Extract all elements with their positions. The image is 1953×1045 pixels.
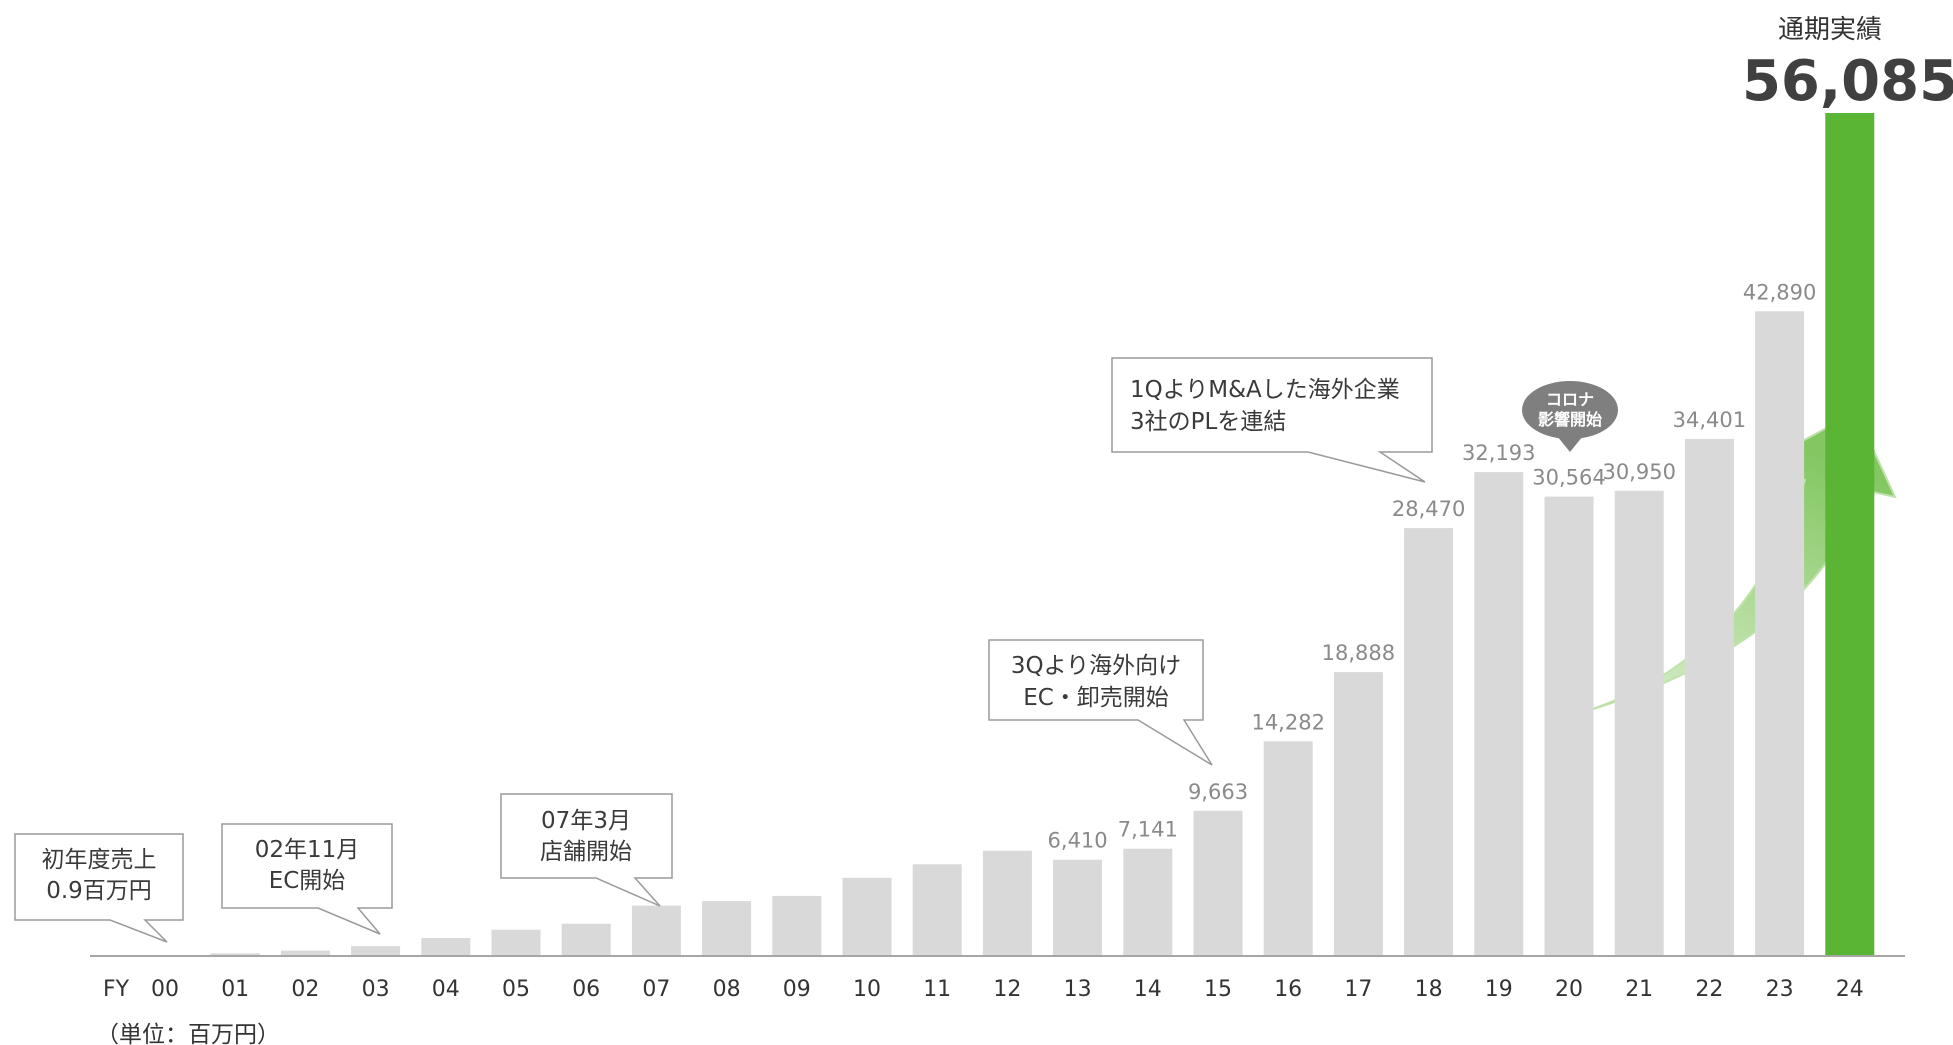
bar: [912, 864, 962, 956]
covid-bubble: コロナ 影響開始: [1522, 381, 1618, 452]
x-tick-label: 11: [923, 977, 951, 1002]
x-axis-prefix: FY: [103, 977, 130, 1002]
bar: [702, 901, 752, 956]
svg-text:コロナ: コロナ: [1546, 390, 1594, 409]
svg-text:初年度売上: 初年度売上: [42, 847, 157, 873]
bar: [1123, 848, 1173, 956]
bar: [842, 877, 892, 956]
x-tick-label: 21: [1625, 977, 1653, 1002]
value-label: 30,564: [1532, 466, 1605, 490]
x-tick-label: 16: [1274, 977, 1302, 1002]
bar: [421, 938, 471, 956]
value-label: 18,888: [1322, 641, 1395, 665]
svg-text:3Qより海外向け: 3Qより海外向け: [1011, 653, 1181, 679]
value-label: 7,141: [1118, 818, 1178, 842]
x-tick-label: 01: [221, 977, 249, 1002]
final-caption: 通期実績: [1778, 15, 1882, 45]
bar: [491, 929, 541, 956]
svg-text:EC開始: EC開始: [269, 868, 346, 894]
value-label: 28,470: [1392, 497, 1465, 521]
bar: [1404, 528, 1454, 956]
bar: [1333, 672, 1383, 956]
bar-highlight: [1825, 113, 1875, 956]
bar: [982, 850, 1032, 956]
bar: [1263, 741, 1313, 956]
bars-layer: [140, 113, 1875, 957]
x-tick-label: 07: [642, 977, 670, 1002]
bar: [210, 953, 260, 956]
value-label: 32,193: [1462, 441, 1535, 465]
svg-text:影響開始: 影響開始: [1538, 410, 1602, 429]
bar: [1474, 472, 1524, 956]
svg-text:店舗開始: 店舗開始: [540, 839, 632, 865]
x-tick-label: 18: [1415, 977, 1443, 1002]
x-tick-label: 13: [1064, 977, 1092, 1002]
annotation-callout: 1QよりM&Aした海外企業 3社のPLを連結: [1111, 357, 1433, 483]
bar: [1614, 490, 1664, 956]
svg-text:EC・卸売開始: EC・卸売開始: [1023, 685, 1169, 711]
x-tick-label: 08: [713, 977, 741, 1002]
x-tick-label: 00: [151, 977, 179, 1002]
bar: [1755, 311, 1805, 956]
x-tick-label: 20: [1555, 977, 1583, 1002]
bar: [1053, 859, 1103, 956]
bar: [351, 946, 401, 956]
x-tick-label: 10: [853, 977, 881, 1002]
value-label: 34,401: [1673, 408, 1746, 432]
annotation-callout: 初年度売上 0.9百万円: [14, 833, 184, 943]
value-label: 9,663: [1188, 780, 1248, 804]
svg-text:02年11月: 02年11月: [255, 837, 360, 863]
x-tick-labels: 00 01 02 03 04 05 06 07 08 09 10 11 12 13 14 15 16 17 18 19…: [151, 977, 1864, 1002]
x-tick-label: 24: [1836, 977, 1864, 1002]
bar: [631, 905, 681, 956]
annotation-callout: 07年3月 店舗開始: [500, 793, 673, 907]
svg-text:07年3月: 07年3月: [541, 808, 631, 834]
x-tick-label: 06: [572, 977, 600, 1002]
final-value: 56,085: [1742, 49, 1953, 114]
x-tick-label: 03: [362, 977, 390, 1002]
bar: [561, 923, 611, 956]
bar: [772, 895, 822, 956]
value-labels-layer: 6,410 7,1419,66314,28218,88828,47032,1933…: [1048, 280, 1817, 852]
value-label: 14,282: [1251, 710, 1324, 734]
bar: [280, 950, 330, 956]
x-tick-label: 23: [1766, 977, 1794, 1002]
bar: [1193, 810, 1243, 956]
bar: [1544, 496, 1594, 956]
x-tick-label: 19: [1485, 977, 1513, 1002]
x-tick-label: 05: [502, 977, 530, 1002]
value-label: 6,410: [1048, 829, 1108, 853]
x-tick-label: 17: [1344, 977, 1372, 1002]
x-tick-label: 02: [291, 977, 319, 1002]
svg-text:0.9百万円: 0.9百万円: [46, 878, 152, 904]
unit-label: （単位：百万円）: [96, 1022, 280, 1045]
x-tick-label: 04: [432, 977, 460, 1002]
value-label: 42,890: [1743, 280, 1816, 304]
svg-text:1QよりM&Aした海外企業: 1QよりM&Aした海外企業: [1130, 377, 1400, 403]
x-tick-label: 14: [1134, 977, 1162, 1002]
annotation-callout: 02年11月 EC開始: [221, 823, 393, 935]
value-label: 30,950: [1602, 460, 1675, 484]
x-tick-label: 15: [1204, 977, 1232, 1002]
x-tick-label: 12: [993, 977, 1021, 1002]
svg-text:3社のPLを連結: 3社のPLを連結: [1130, 409, 1286, 435]
bar: [1684, 438, 1734, 956]
x-tick-label: 09: [783, 977, 811, 1002]
annotation-callout: 3Qより海外向け EC・卸売開始: [988, 639, 1213, 766]
x-tick-label: 22: [1695, 977, 1723, 1002]
